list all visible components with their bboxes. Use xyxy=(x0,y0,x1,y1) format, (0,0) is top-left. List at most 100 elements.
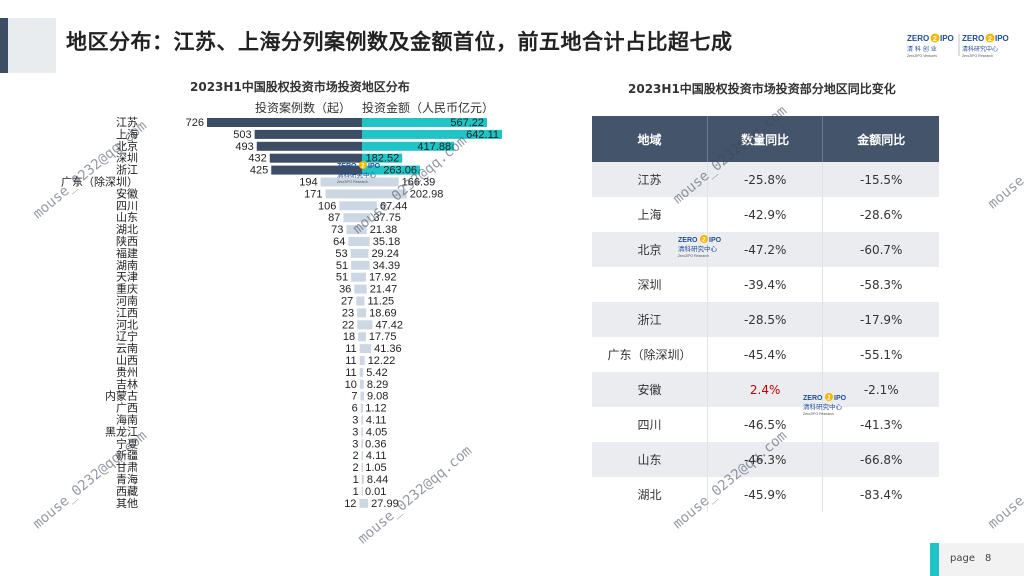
table-row: 深圳 -39.4% -58.3% xyxy=(592,267,939,302)
category-label: 海南 xyxy=(116,413,138,427)
category-label: 北京 xyxy=(116,139,138,153)
label-cases: 11 xyxy=(345,355,356,367)
bar-amount xyxy=(362,201,377,211)
cell-region: 浙江 xyxy=(592,302,708,337)
label-amount: 41.36 xyxy=(374,343,402,355)
table-row: 浙江 -28.5% -17.9% xyxy=(592,302,939,337)
logo-right-badge: 2 xyxy=(988,36,992,43)
category-label: 河北 xyxy=(116,318,138,331)
bar-chart-title: 2023H1中国股权投资市场投资地区分布 xyxy=(190,80,410,94)
bar-amount xyxy=(362,498,369,508)
bar-cases xyxy=(361,427,363,437)
category-label: 江苏 xyxy=(116,116,138,129)
label-amount: 567.22 xyxy=(450,117,484,129)
cell-count-yoy: -39.4% xyxy=(707,267,824,302)
page-footer xyxy=(930,543,1024,576)
label-cases: 2 xyxy=(352,450,358,462)
bar-cases xyxy=(359,498,362,508)
label-cases: 6 xyxy=(352,403,358,415)
bar-amount xyxy=(362,427,363,437)
bar-amount xyxy=(362,344,372,354)
page-title: 地区分布：江苏、上海分列案例数及金额首位，前五地合计占比超七成 xyxy=(66,30,733,54)
logo-right-zero: ZERO xyxy=(962,34,984,43)
category-label: 浙江 xyxy=(116,164,138,177)
legend-cases: 投资案例数（起） xyxy=(255,101,352,115)
logo-left-sub: Zero2IPO Ventures xyxy=(907,54,937,58)
category-label: 山西 xyxy=(116,354,138,367)
label-amount: 1.05 xyxy=(365,462,386,474)
label-cases: 726 xyxy=(186,117,204,129)
label-cases: 1 xyxy=(353,486,359,498)
label-amount: 263.06 xyxy=(383,165,417,177)
label-amount: 37.75 xyxy=(373,212,401,224)
label-cases: 51 xyxy=(336,260,348,272)
cell-amount-yoy: -66.8% xyxy=(822,442,939,477)
label-amount: 202.98 xyxy=(410,188,444,200)
table-title: 2023H1中国股权投资市场投资部分地区同比变化 xyxy=(628,82,896,96)
label-amount: 18.69 xyxy=(369,307,397,319)
bar-amount xyxy=(362,284,367,294)
page-number: 8 xyxy=(985,553,992,564)
label-cases: 106 xyxy=(318,200,336,212)
bar-amount xyxy=(362,189,407,199)
category-label: 山东 xyxy=(116,211,138,224)
table-row: 上海 -42.9% -28.6% xyxy=(592,197,939,232)
label-amount: 67.44 xyxy=(380,200,408,212)
bar-cases xyxy=(348,237,362,246)
yoy-table: 地域 数量同比 金额同比 江苏 -25.8% -15.5% 上海 -42.9% … xyxy=(592,116,939,512)
cell-count-yoy: -28.5% xyxy=(707,302,824,337)
bar-cases xyxy=(356,296,362,306)
label-cases: 7 xyxy=(351,391,357,403)
label-cases: 3 xyxy=(352,426,358,438)
label-cases: 53 xyxy=(335,248,347,260)
bar-cases xyxy=(320,177,362,187)
cell-amount-yoy: -58.3% xyxy=(822,267,939,302)
label-amount: 9.08 xyxy=(367,391,388,403)
label-cases: 171 xyxy=(304,188,322,200)
category-label: 深圳 xyxy=(116,152,138,165)
label-cases: 64 xyxy=(333,236,345,248)
label-amount: 35.18 xyxy=(373,236,401,248)
label-amount: 5.42 xyxy=(366,367,387,379)
bar-cases xyxy=(351,260,362,270)
bar-cases xyxy=(271,165,362,175)
label-amount: 8.29 xyxy=(367,379,388,391)
cell-region: 广东（除深圳） xyxy=(592,337,708,372)
category-label: 广东（除深圳） xyxy=(61,175,138,189)
bar-amount xyxy=(362,260,370,270)
category-label: 新疆 xyxy=(116,448,138,462)
table-row: 四川 -46.5% -41.3% xyxy=(592,407,939,442)
label-amount: 27.99 xyxy=(371,498,399,510)
logo-left-ipo: IPO xyxy=(940,34,954,43)
label-amount: 417.88 xyxy=(417,141,451,153)
category-label: 湖南 xyxy=(116,259,138,272)
label-amount: 47.42 xyxy=(375,319,403,331)
bar-cases xyxy=(359,379,362,389)
bar-amount xyxy=(362,225,367,235)
label-cases: 432 xyxy=(248,153,266,165)
bar-amount xyxy=(362,272,366,282)
category-label: 湖北 xyxy=(116,223,138,236)
bar-amount xyxy=(362,308,367,318)
bar-cases xyxy=(269,153,362,163)
category-label: 黑龙江 xyxy=(105,425,138,438)
bar-cases xyxy=(358,332,362,342)
category-label: 内蒙古 xyxy=(105,389,138,403)
cell-amount-yoy: -60.7% xyxy=(822,232,939,267)
cell-count-yoy: -45.4% xyxy=(707,337,824,372)
cell-region: 江苏 xyxy=(592,162,708,197)
bar-cases xyxy=(207,118,362,127)
bar-amount xyxy=(362,129,502,139)
cell-count-yoy: -25.8% xyxy=(707,162,824,197)
bar-cases xyxy=(339,201,362,211)
cell-region: 湖北 xyxy=(592,477,708,512)
cell-count-yoy: -46.5% xyxy=(707,407,824,442)
label-amount: 29.24 xyxy=(371,248,399,260)
category-label: 江西 xyxy=(116,306,138,319)
cell-region: 山东 xyxy=(592,442,708,477)
bar-cases xyxy=(359,356,362,365)
bar-amount xyxy=(362,153,403,163)
label-amount: 17.92 xyxy=(369,272,397,284)
bar-amount xyxy=(362,403,363,413)
